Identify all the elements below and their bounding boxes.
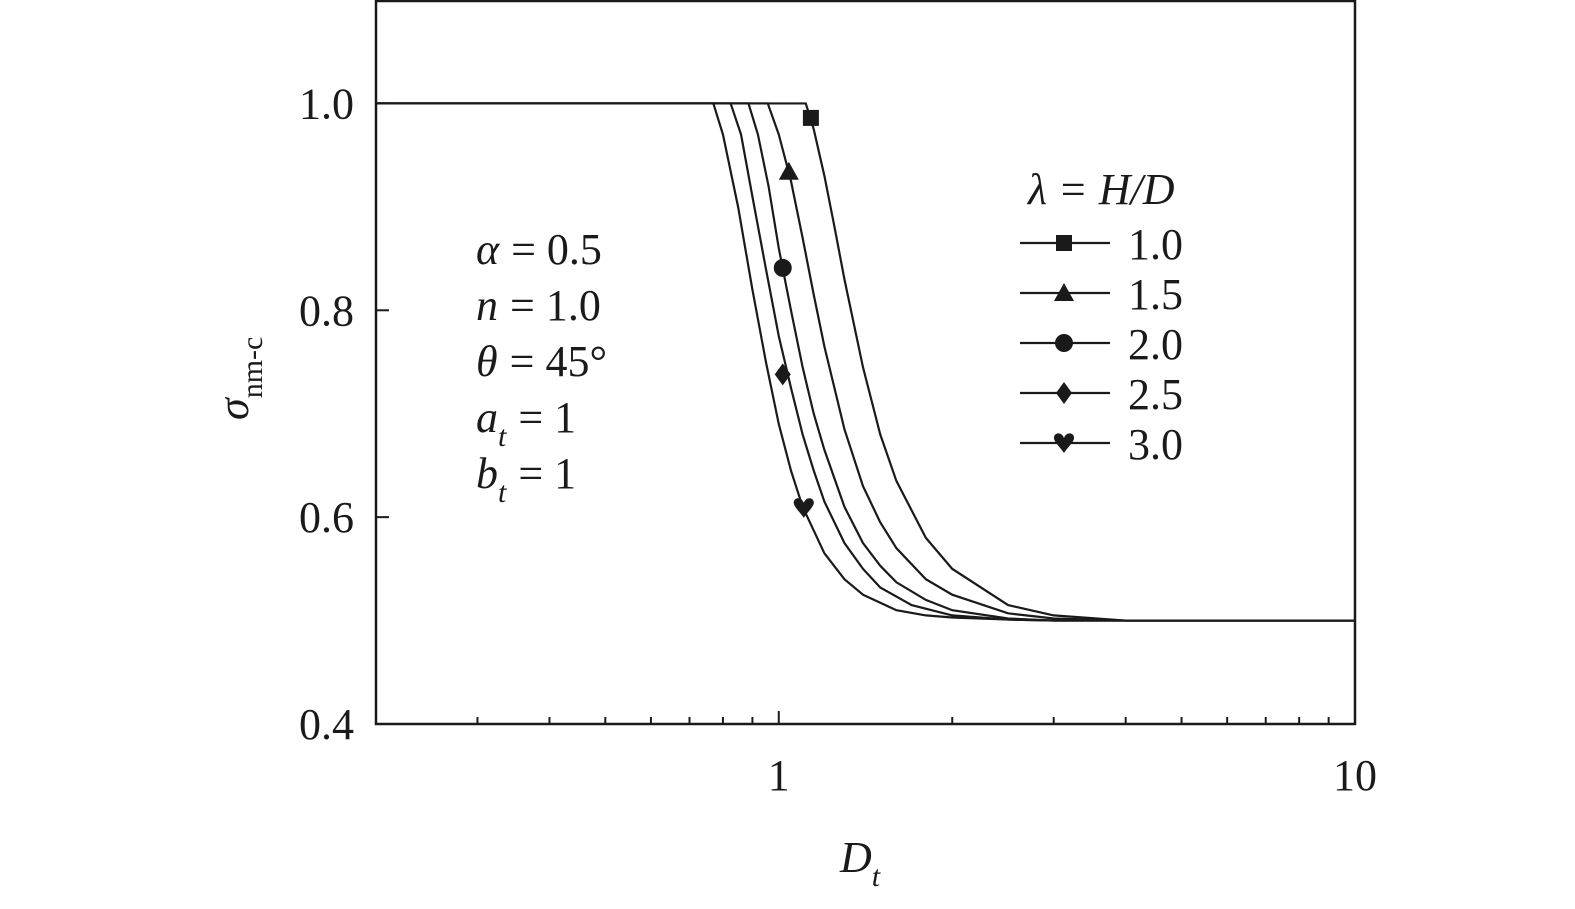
- series-line: [376, 102, 1355, 622]
- annotation-rest: = 45°: [510, 337, 607, 386]
- x-tick-label: 10: [1333, 751, 1377, 800]
- plot-frame: [374, 0, 1357, 726]
- x-axis-label-symbol: D: [839, 833, 872, 882]
- annotation: α = 0.5: [476, 225, 602, 274]
- y-tick-label: 0.4: [299, 700, 354, 749]
- annotation-symbol: a: [476, 393, 498, 442]
- marker: [774, 363, 791, 386]
- y-tick-label: 0.8: [299, 286, 354, 335]
- legend-label: 2.0: [1128, 320, 1183, 369]
- legend-marker: [1056, 235, 1072, 251]
- annotation-symbol: n: [476, 281, 498, 330]
- marker: [778, 161, 799, 180]
- annotation-rest: = 1.0: [510, 281, 601, 330]
- legend-label: 1.5: [1128, 270, 1183, 319]
- marker: [773, 258, 792, 277]
- y-axis-label-subscript: nm-c: [236, 337, 269, 399]
- legend-title: λ = H/D: [1026, 165, 1175, 214]
- annotation-rest: = 1: [518, 393, 576, 442]
- annotation-symbol: θ: [476, 337, 498, 386]
- y-tick-label: 1.0: [299, 79, 354, 128]
- x-axis-label: Dt: [839, 833, 881, 893]
- annotation-rest: = 1: [518, 449, 576, 498]
- legend-marker: [1056, 382, 1072, 404]
- legend-label: 1.0: [1128, 220, 1183, 269]
- annotation-subscript: t: [498, 476, 507, 509]
- marker: [802, 109, 819, 126]
- y-axis-label: σnm-c: [209, 337, 269, 420]
- y-tick-label: 0.6: [299, 493, 354, 542]
- legend-marker: [1053, 433, 1075, 453]
- legend-label: 3.0: [1128, 420, 1183, 469]
- y-axis-label-symbol: σ: [209, 396, 258, 420]
- annotation: n = 1.0: [476, 281, 601, 330]
- series-line: [376, 102, 1355, 622]
- annotation-rest: = 0.5: [511, 225, 602, 274]
- marker: [793, 498, 814, 518]
- x-tick-label: 1: [768, 751, 790, 800]
- legend-marker: [1055, 334, 1073, 352]
- annotation: at = 1: [476, 393, 576, 453]
- legend-marker: [1054, 283, 1074, 301]
- annotation-subscript: t: [498, 420, 507, 453]
- legend-label: 2.5: [1128, 370, 1183, 419]
- annotation: θ = 45°: [476, 337, 607, 386]
- x-axis-label-subscript: t: [872, 860, 881, 893]
- annotation-symbol: α: [476, 225, 500, 274]
- annotation-symbol: b: [476, 449, 498, 498]
- annotation: bt = 1: [476, 449, 576, 509]
